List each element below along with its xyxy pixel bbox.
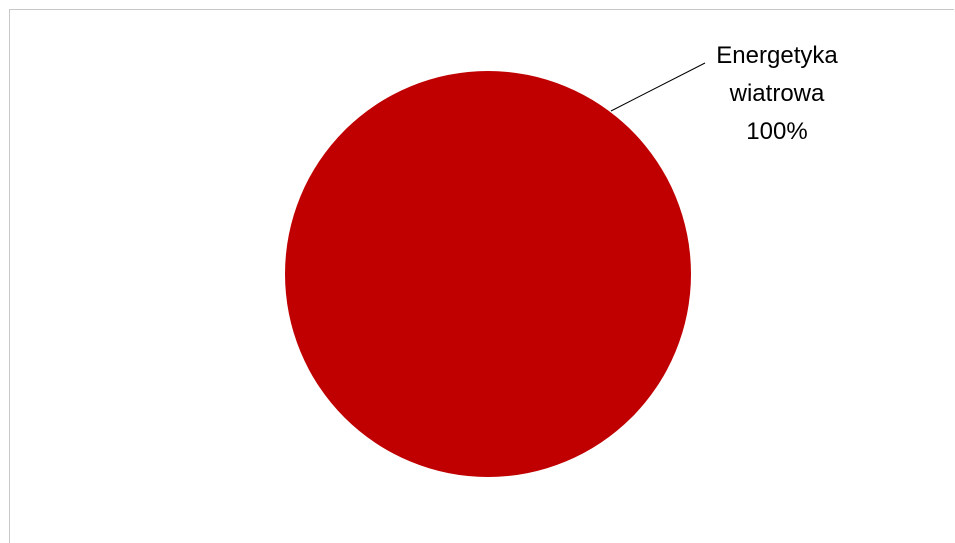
data-label-leader-line <box>610 62 706 112</box>
data-label-line-2: wiatrowa <box>729 80 825 107</box>
pie-slices <box>285 71 691 477</box>
data-label-percent: 100% <box>746 118 807 145</box>
pie-slice-energetyka-wiatrowa <box>285 71 691 477</box>
data-label-line-1: Energetyka <box>716 42 838 69</box>
chart-area-border <box>9 9 954 543</box>
